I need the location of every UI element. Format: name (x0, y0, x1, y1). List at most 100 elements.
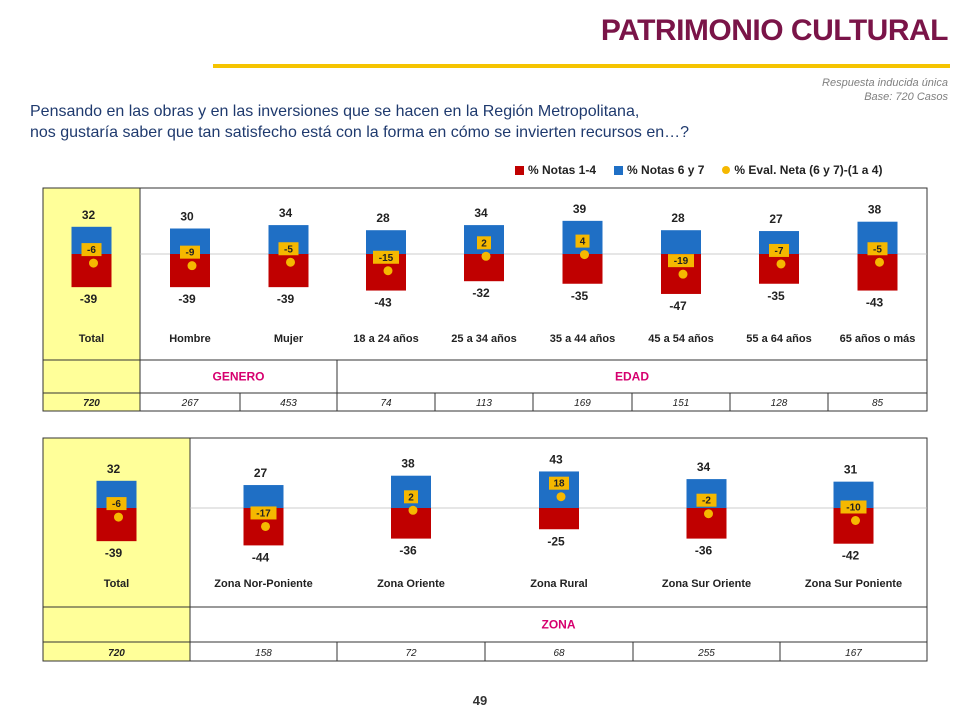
net-label-box (575, 234, 590, 248)
chart-legend: % Notas 1-4 % Notas 6 y 7 % Eval. Neta (… (515, 163, 882, 177)
net-dot (114, 512, 123, 522)
net-value-label: 2 (408, 492, 414, 503)
net-value-label: -5 (873, 244, 882, 255)
low-value-label: -39 (178, 292, 196, 306)
base-value: 72 (405, 648, 417, 659)
high-value-label: 32 (82, 208, 96, 222)
high-value-label: 32 (107, 462, 121, 476)
net-value-label: -7 (775, 246, 784, 257)
low-value-label: -35 (767, 289, 785, 303)
panel-frame (42, 187, 928, 412)
net-dot (851, 516, 860, 525)
low-value-label: -25 (547, 534, 565, 548)
high-value-label: 39 (573, 202, 587, 216)
page-title: PATRIMONIO CULTURAL (600, 14, 949, 47)
base-value: 85 (872, 398, 884, 409)
category-label: Zona Nor-Poniente (214, 578, 312, 590)
total-panel-bg (43, 438, 190, 661)
bar-low (71, 254, 112, 288)
group-label: GENERO (212, 370, 264, 384)
net-dot (261, 521, 270, 531)
sample-base: Base: 720 Casos (864, 91, 948, 103)
low-value-label: -35 (571, 289, 589, 303)
bar-high (661, 230, 701, 254)
low-value-label: -42 (842, 549, 860, 563)
net-label-box (668, 254, 694, 268)
low-value-label: -47 (669, 299, 687, 313)
bar-high (366, 230, 406, 254)
response-type: Respuesta inducida única (822, 77, 948, 89)
category-label: 25 a 34 años (451, 333, 516, 345)
legend-item-high: % Notas 6 y 7 (614, 163, 704, 177)
low-value-label: -36 (695, 544, 713, 558)
category-label: 65 años o más (840, 333, 916, 345)
category-label: Hombre (169, 333, 211, 345)
base-value: 453 (280, 398, 297, 409)
base-value: 720 (108, 648, 125, 659)
category-label: Mujer (274, 333, 304, 345)
page-number: 49 (472, 693, 488, 708)
high-value-label: 27 (769, 212, 783, 226)
bar-low (170, 254, 210, 288)
bar-low (759, 254, 799, 284)
question-line-2: nos gustaría saber que tan satisfecho es… (30, 124, 690, 141)
base-value: 68 (553, 648, 565, 659)
net-label-box (81, 243, 102, 257)
base-value: 267 (181, 398, 199, 409)
net-label-box (867, 242, 888, 256)
net-value-label: 4 (580, 237, 586, 248)
base-value: 158 (255, 648, 272, 659)
low-value-label: -36 (399, 544, 417, 558)
legend-item-low: % Notas 1-4 (515, 163, 596, 177)
net-value-label: -15 (379, 253, 394, 264)
net-label-box (250, 506, 277, 520)
category-label: 35 a 44 años (550, 333, 615, 345)
legend-swatch-net (722, 166, 731, 174)
high-value-label: 43 (549, 452, 563, 466)
net-dot (408, 505, 418, 515)
total-panel-bg (43, 188, 140, 411)
high-value-label: 27 (254, 466, 268, 480)
category-label: Total (79, 333, 104, 345)
net-value-label: -6 (87, 245, 96, 256)
question-line-1: Pensando en las obras y en las inversion… (30, 103, 640, 120)
net-label-box (106, 497, 127, 511)
sample-info: Respuesta inducida única Base: 720 Casos (822, 76, 948, 104)
low-value-label: -32 (472, 286, 490, 300)
category-label: 18 a 24 años (353, 333, 418, 345)
net-dot (383, 266, 393, 276)
net-value-label: -9 (186, 248, 195, 259)
category-label: 55 a 64 años (746, 333, 811, 345)
net-dot (89, 258, 98, 268)
net-label-box (840, 500, 867, 514)
net-dot (875, 257, 884, 267)
net-value-label: -2 (702, 496, 711, 507)
net-value-label: 18 (553, 479, 565, 490)
base-value: 128 (771, 398, 788, 409)
low-value-label: -39 (105, 546, 123, 560)
net-value-label: -6 (112, 499, 121, 510)
net-label-box (180, 245, 200, 259)
high-value-label: 34 (474, 206, 488, 220)
legend-swatch-high (614, 165, 624, 175)
net-dot (704, 509, 713, 519)
high-value-label: 31 (844, 463, 858, 477)
high-value-label: 28 (376, 211, 390, 225)
group-label: ZONA (542, 618, 576, 632)
bar-low (96, 508, 137, 542)
net-label-box (769, 243, 789, 257)
net-value-label: -5 (284, 244, 293, 255)
high-value-label: 34 (279, 206, 293, 220)
group-label: EDAD (615, 370, 649, 384)
legend-swatch-low (515, 165, 524, 175)
high-value-label: 30 (180, 210, 194, 224)
net-dot (580, 250, 589, 260)
base-value: 74 (380, 398, 392, 409)
category-label: Zona Oriente (377, 578, 445, 590)
net-value-label: -17 (256, 508, 271, 519)
net-label-box (373, 250, 399, 264)
net-dot (187, 261, 197, 271)
high-value-label: 38 (868, 203, 882, 217)
category-label: Total (104, 578, 129, 590)
